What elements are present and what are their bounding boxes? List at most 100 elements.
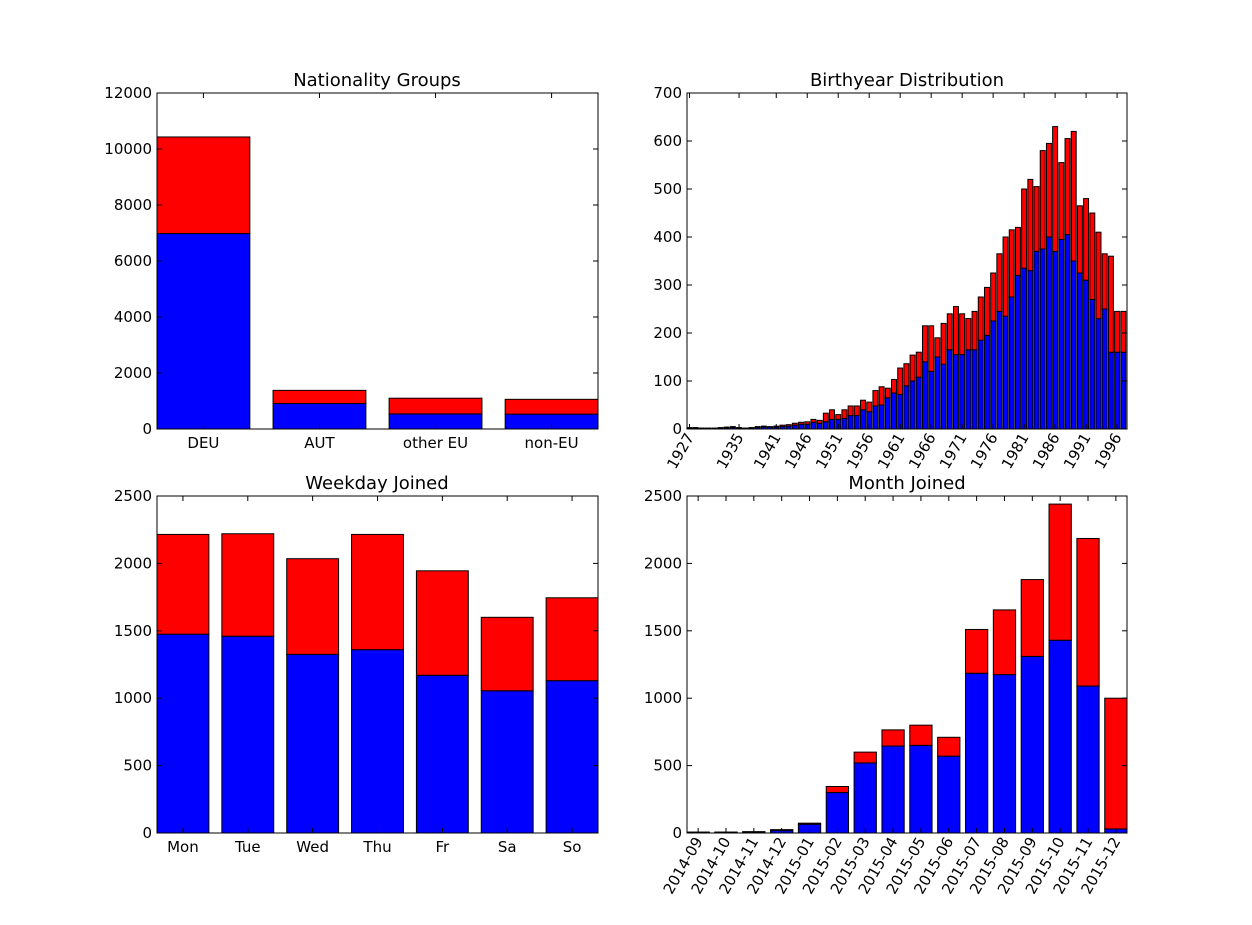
bar-upper <box>1014 226 1021 276</box>
y-tick-label: 200 <box>653 324 682 342</box>
bar-upper <box>822 412 829 423</box>
bar-upper <box>1058 162 1065 240</box>
y-tick-label: 600 <box>653 132 682 150</box>
bar-upper <box>1104 697 1127 830</box>
bar-lower <box>157 233 251 429</box>
bar-lower <box>1076 272 1083 429</box>
bar-upper <box>940 322 947 365</box>
bar-upper <box>779 424 786 428</box>
bar-lower <box>884 397 891 429</box>
bar-upper <box>504 398 598 415</box>
bar-upper <box>157 136 251 235</box>
bar-upper <box>1033 186 1040 252</box>
bar-upper <box>866 401 873 413</box>
x-tick-label: Thu <box>362 838 391 856</box>
bar-upper <box>810 418 817 423</box>
bar-upper <box>723 426 730 429</box>
y-tick-label: 8000 <box>114 196 152 214</box>
bar-lower <box>286 653 340 833</box>
x-tick-label: Fr <box>435 838 450 856</box>
y-tick-label: 2000 <box>114 364 152 382</box>
bar-upper <box>959 313 966 356</box>
bar-upper <box>934 337 941 358</box>
bar-upper <box>825 785 850 794</box>
bar-upper <box>1101 253 1108 310</box>
bar-lower <box>977 339 984 429</box>
bar-upper <box>909 354 916 382</box>
y-tick-label: 6000 <box>114 252 152 270</box>
bar-upper <box>937 736 961 757</box>
month-joined-chart: 050010001500200025002014-092014-102014-1… <box>644 473 1128 897</box>
y-tick-label: 1000 <box>644 689 682 707</box>
bar-upper <box>816 419 823 424</box>
bar-upper <box>157 533 210 635</box>
bar-lower <box>983 334 990 429</box>
bar-lower <box>990 320 997 429</box>
bars <box>687 503 1127 833</box>
bar-lower <box>1089 298 1096 429</box>
bar-upper <box>1027 178 1034 272</box>
bars <box>157 136 598 429</box>
bar-upper <box>1120 310 1127 353</box>
bar-upper <box>1107 255 1114 353</box>
bar-lower <box>891 392 897 429</box>
bar-lower <box>1070 260 1077 429</box>
bar-lower <box>921 361 928 429</box>
bar-lower <box>1027 270 1034 429</box>
bar-upper <box>946 313 953 351</box>
bar-upper <box>1076 537 1100 687</box>
y-tick-label: 500 <box>653 757 682 775</box>
bar-upper <box>990 272 997 322</box>
bar-lower <box>1114 351 1121 429</box>
bar-upper <box>1002 236 1009 317</box>
y-tick-label: 2000 <box>644 554 682 572</box>
bar-upper <box>351 533 404 651</box>
x-tick-label: Tue <box>234 838 261 856</box>
bar-upper <box>853 751 877 764</box>
y-tick-label: 2500 <box>644 487 682 505</box>
bar-lower <box>791 424 798 429</box>
bar-upper <box>977 296 984 341</box>
bar-lower <box>1083 279 1090 429</box>
bar-lower <box>1002 315 1009 429</box>
bar-upper <box>872 390 879 407</box>
bar-upper <box>903 363 910 387</box>
chart-title: Month Joined <box>848 473 965 494</box>
bar-lower <box>1052 250 1059 429</box>
bar-lower <box>221 635 275 833</box>
bar-upper <box>1020 579 1044 657</box>
bar-upper <box>1070 130 1077 262</box>
bar-upper <box>545 597 598 682</box>
bar-upper <box>878 386 885 406</box>
bar-lower <box>1020 655 1044 833</box>
bar-upper <box>965 318 972 351</box>
x-tick-label: DEU <box>187 434 219 452</box>
chart-title: Nationality Groups <box>293 70 461 91</box>
bar-lower <box>1107 351 1114 429</box>
bar-lower <box>937 755 961 833</box>
bar-upper <box>891 379 897 394</box>
bar-upper <box>760 425 767 428</box>
bar-lower <box>853 415 860 429</box>
bar-lower <box>996 310 1003 429</box>
bar-upper <box>983 286 990 336</box>
bar-lower <box>992 674 1017 833</box>
x-tick-label: So <box>563 838 582 856</box>
bar-upper <box>841 409 848 419</box>
y-tick-label: 2500 <box>114 487 152 505</box>
bar-upper <box>1052 126 1059 252</box>
bar-lower <box>940 363 947 429</box>
nationality-groups-chart: 0 2000 4000 6000 8000 10000 12000 DEU AUT other E… <box>104 70 599 452</box>
bar-upper <box>1021 188 1028 269</box>
bar-lower <box>415 674 469 833</box>
y-tick-label: 700 <box>653 84 682 102</box>
y-tick-label: 300 <box>653 276 682 294</box>
bar-lower <box>816 422 823 429</box>
y-tick-label: 500 <box>123 757 152 775</box>
bar-lower <box>841 417 848 429</box>
bar-lower <box>909 744 933 833</box>
bar-lower <box>853 762 877 833</box>
bars <box>687 126 1127 429</box>
bar-upper <box>388 397 483 415</box>
